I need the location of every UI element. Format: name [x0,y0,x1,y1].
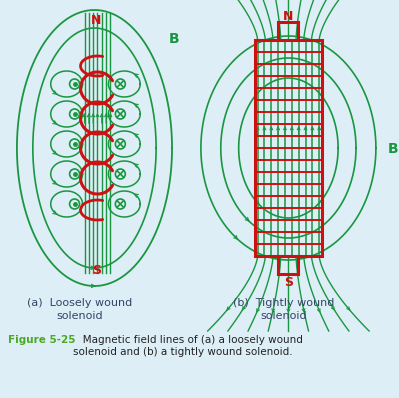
Circle shape [69,79,79,89]
Text: N: N [283,10,294,23]
Text: S: S [92,263,101,277]
Text: solenoid: solenoid [260,311,307,321]
Circle shape [115,169,125,179]
Circle shape [69,139,79,149]
Circle shape [115,109,125,119]
Circle shape [115,199,125,209]
Text: Figure 5-25: Figure 5-25 [8,335,75,345]
Text: solenoid: solenoid [56,311,103,321]
Bar [255,40,322,256]
Circle shape [69,169,79,179]
Text: B: B [387,142,398,156]
Text: N: N [91,14,102,27]
Circle shape [115,139,125,149]
Text: (b)  Tightly wound: (b) Tightly wound [233,298,334,308]
Text: Magnetic field lines of (a) a loosely wound
solenoid and (b) a tightly wound sol: Magnetic field lines of (a) a loosely wo… [73,335,302,357]
Circle shape [115,79,125,89]
Circle shape [69,199,79,209]
Circle shape [69,109,79,119]
Text: S: S [284,275,293,289]
Text: (a)  Loosely wound: (a) Loosely wound [27,298,132,308]
Text: B: B [169,32,179,46]
